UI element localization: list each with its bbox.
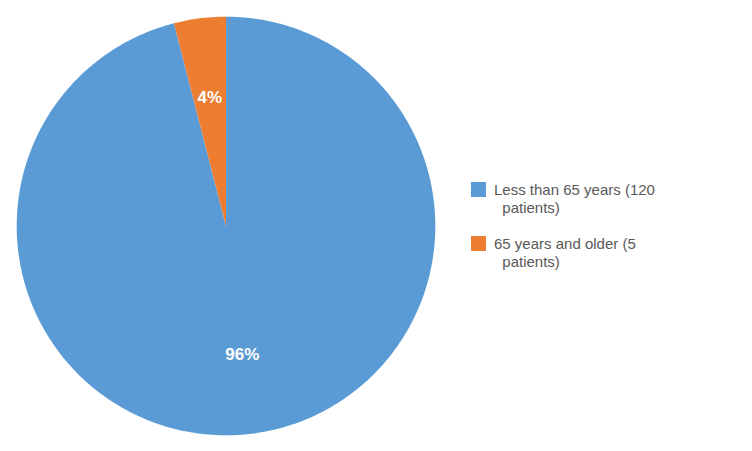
html-text:Less than 65 years (120 patien: Less than 65 years (120 patients) (494, 180, 655, 216)
svg-text:4%: 4% (197, 88, 222, 107)
html-text:65 years and older (5 patients: 65 years and older (5 patients) (494, 234, 636, 270)
svg-text:96%: 96% (225, 345, 259, 364)
